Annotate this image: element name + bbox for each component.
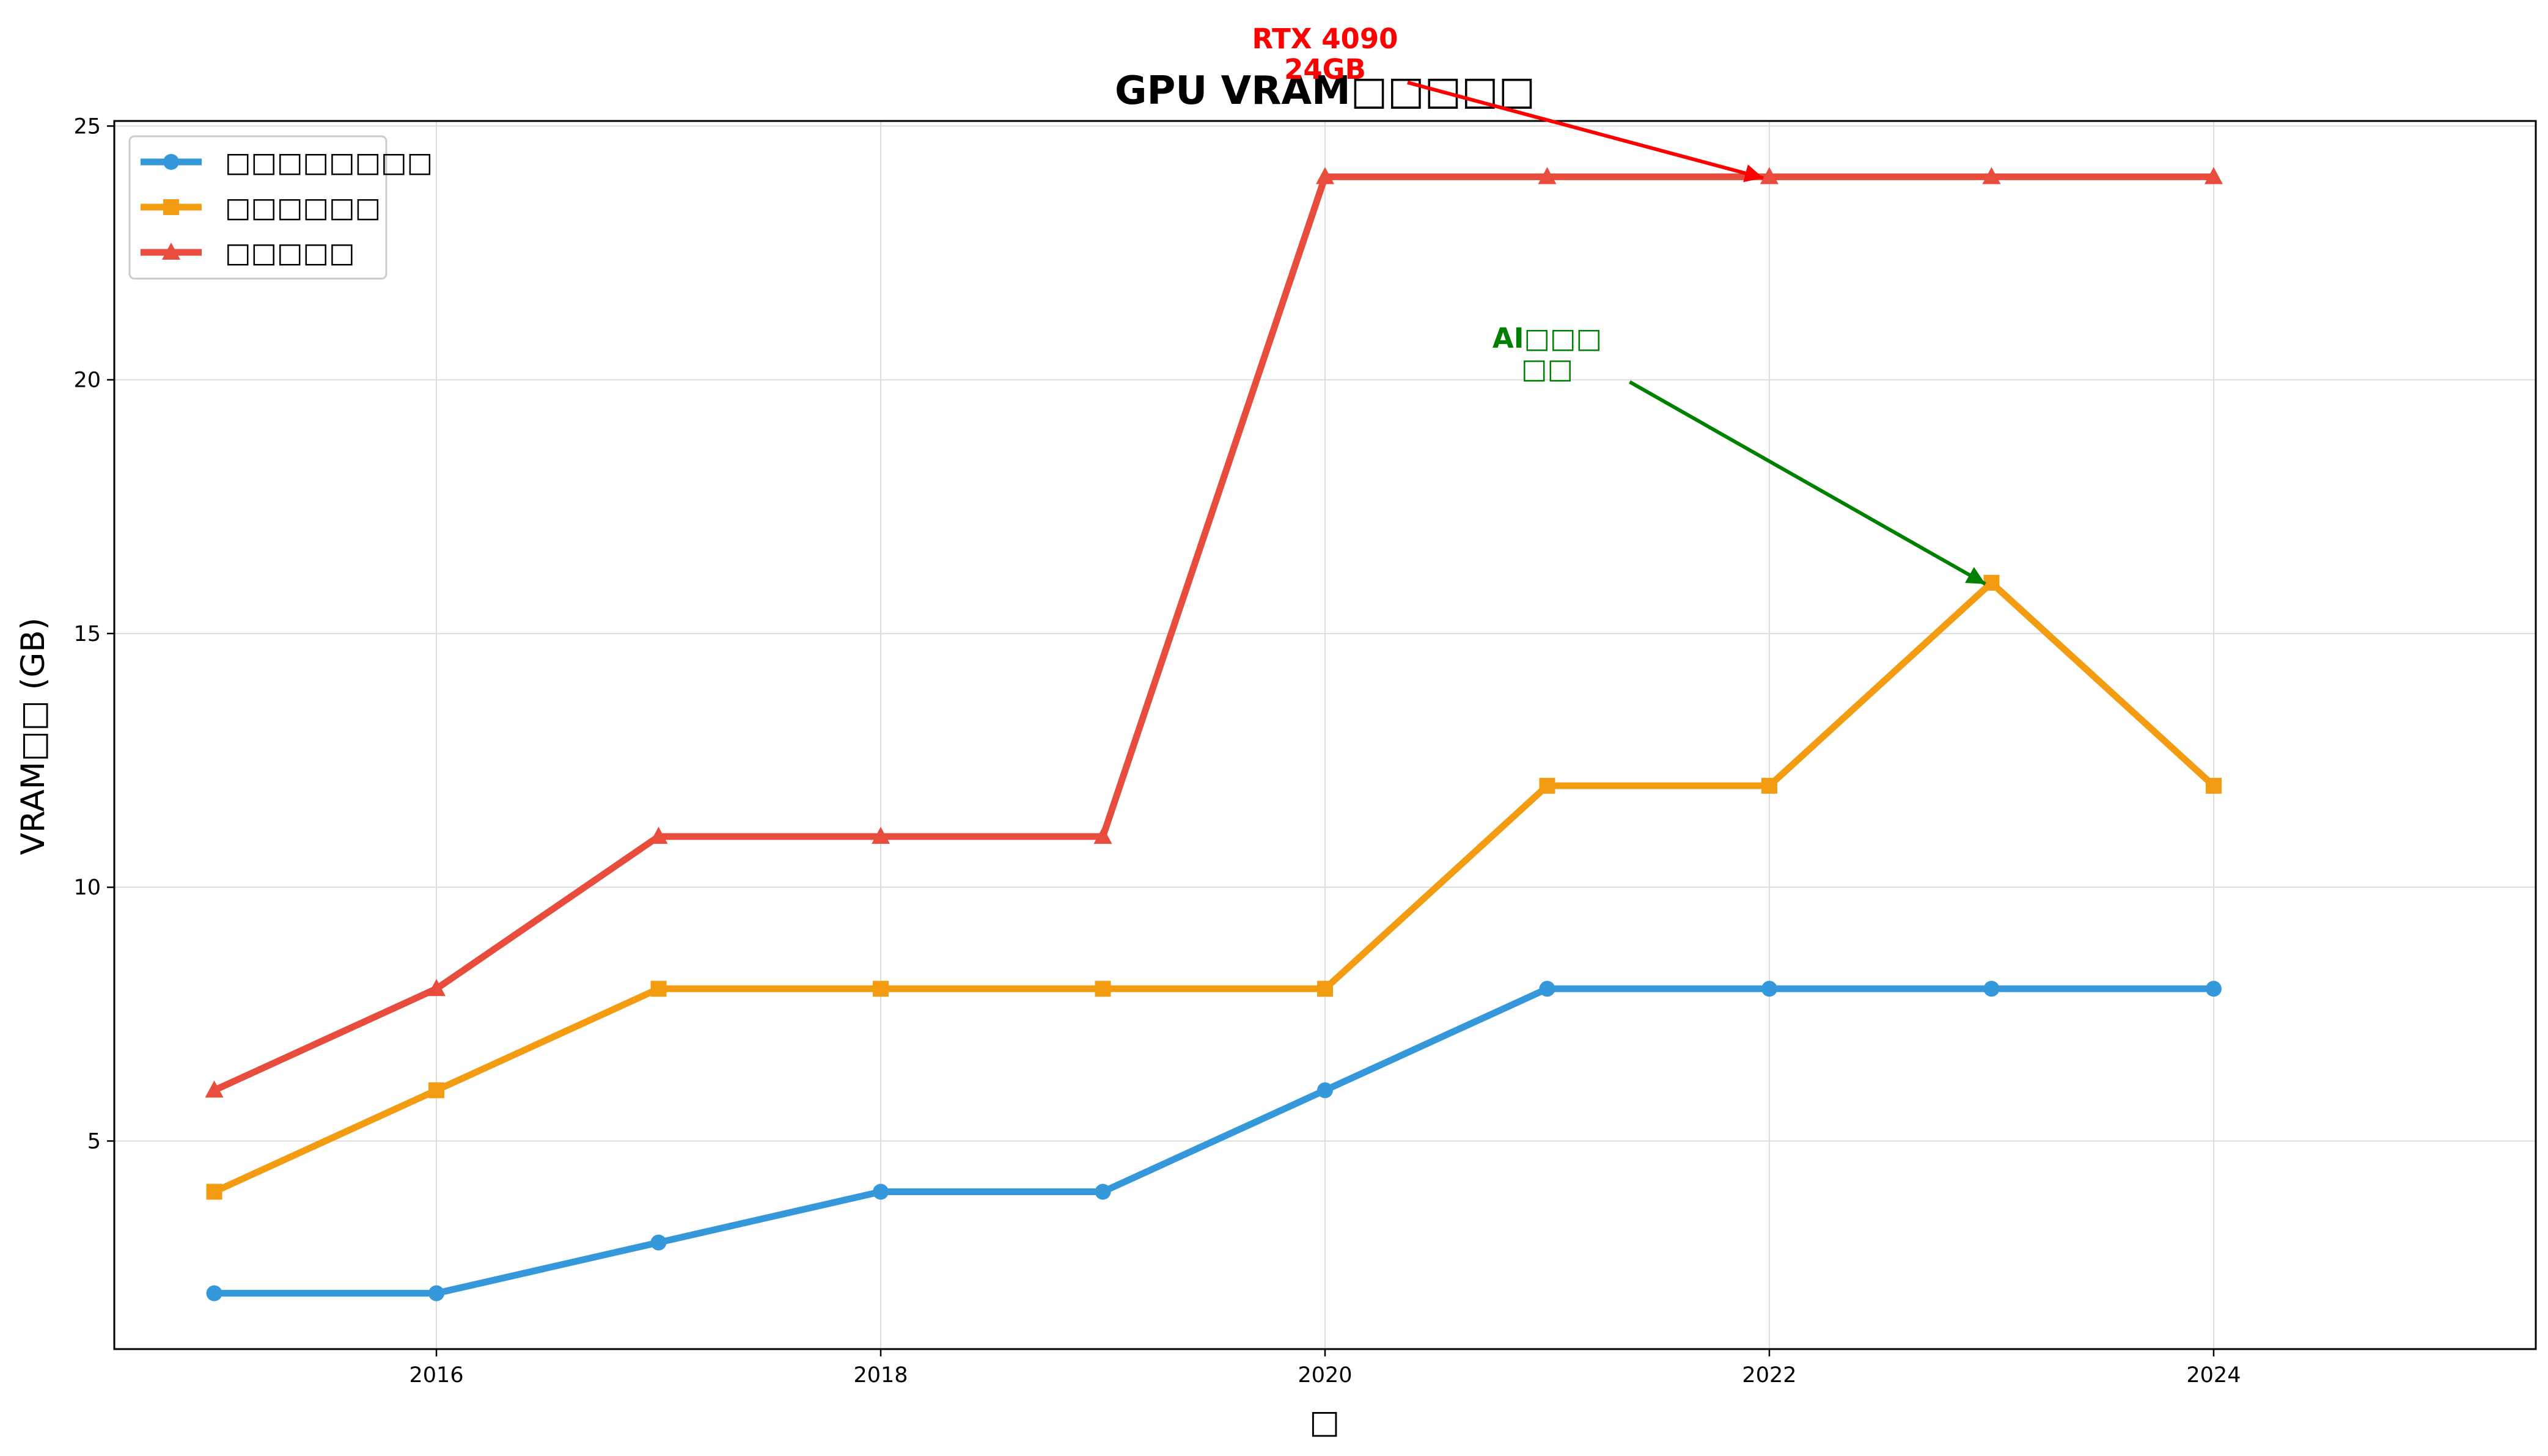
data-point [206, 1285, 222, 1301]
y-axis-label: VRAM□□ (GB) [15, 618, 52, 855]
data-point [2205, 981, 2222, 997]
legend-box [128, 135, 387, 280]
data-point [1317, 1082, 1333, 1099]
data-point [1761, 778, 1777, 794]
legend-entry-label: □□□□□□□□ [225, 146, 433, 178]
data-point [427, 979, 446, 997]
data-point [1760, 167, 1779, 185]
legend-swatch-marker [163, 154, 179, 170]
data-point [1539, 981, 1555, 997]
data-point [1538, 167, 1557, 185]
x-tick-label: 2024 [2186, 1363, 2241, 1388]
x-axis-label: □ [1309, 1403, 1340, 1441]
annotation-text: 24GB [1284, 53, 1366, 86]
data-point [1093, 827, 1112, 844]
series-2 [206, 574, 2222, 1200]
legend-entry-label: □□□□□□ [225, 191, 381, 224]
data-point [2204, 167, 2223, 185]
plot-frame [113, 120, 2537, 1350]
y-tick-label: 25 [73, 114, 101, 139]
y-tick-label: 20 [73, 368, 101, 393]
data-point [1539, 778, 1555, 794]
x-tick-label: 2022 [1742, 1363, 1796, 1388]
legend-entry-label: □□□□□ [225, 236, 355, 269]
x-tick-label: 2016 [409, 1363, 464, 1388]
data-point [2205, 778, 2222, 794]
grid-lines [114, 121, 2536, 1349]
data-point [1761, 981, 1777, 997]
data-point [873, 981, 889, 997]
annotation-text: AI□□□ [1492, 322, 1602, 354]
series-line [211, 985, 2217, 1297]
data-point [205, 1080, 224, 1098]
data-point [1095, 981, 1111, 997]
data-point [1316, 167, 1334, 185]
series-line [211, 173, 2217, 1094]
data-point [1983, 574, 2000, 591]
annotation-text: □□ [1521, 353, 1573, 385]
data-point [1095, 1183, 1111, 1200]
legend-swatch-marker [163, 199, 179, 215]
axis-ticks: 2016 2018 2020 2022 2024 5 10 15 20 25 [73, 114, 2241, 1388]
series-line [211, 579, 2217, 1196]
data-point [428, 1285, 445, 1301]
data-point [873, 1183, 889, 1200]
chart-title: GPU VRAM□□□□□ [1115, 68, 1535, 114]
data-point [428, 1082, 445, 1099]
data-point [872, 827, 890, 844]
data-point [649, 827, 668, 844]
data-point [650, 981, 667, 997]
x-tick-label: 2018 [853, 1363, 908, 1388]
annotation-text: RTX 4090 [1252, 23, 1398, 55]
y-tick-label: 5 [87, 1129, 101, 1154]
x-tick-label: 2020 [1298, 1363, 1352, 1388]
series-lines [205, 167, 2223, 1301]
legend-swatch-marker [162, 243, 180, 260]
annotation-arrow [1407, 81, 1764, 183]
data-point [1317, 981, 1333, 997]
data-point [650, 1234, 667, 1251]
data-point [1982, 167, 2001, 185]
y-tick-label: 15 [73, 622, 101, 646]
annotation-arrow [1629, 380, 1986, 586]
legend: □□□□□□□□□□□□□□□□□□□ [128, 135, 433, 280]
series-1 [206, 981, 2222, 1301]
y-tick-label: 10 [73, 876, 101, 900]
series-3 [205, 167, 2223, 1098]
data-point [1983, 981, 2000, 997]
data-point [206, 1183, 222, 1200]
